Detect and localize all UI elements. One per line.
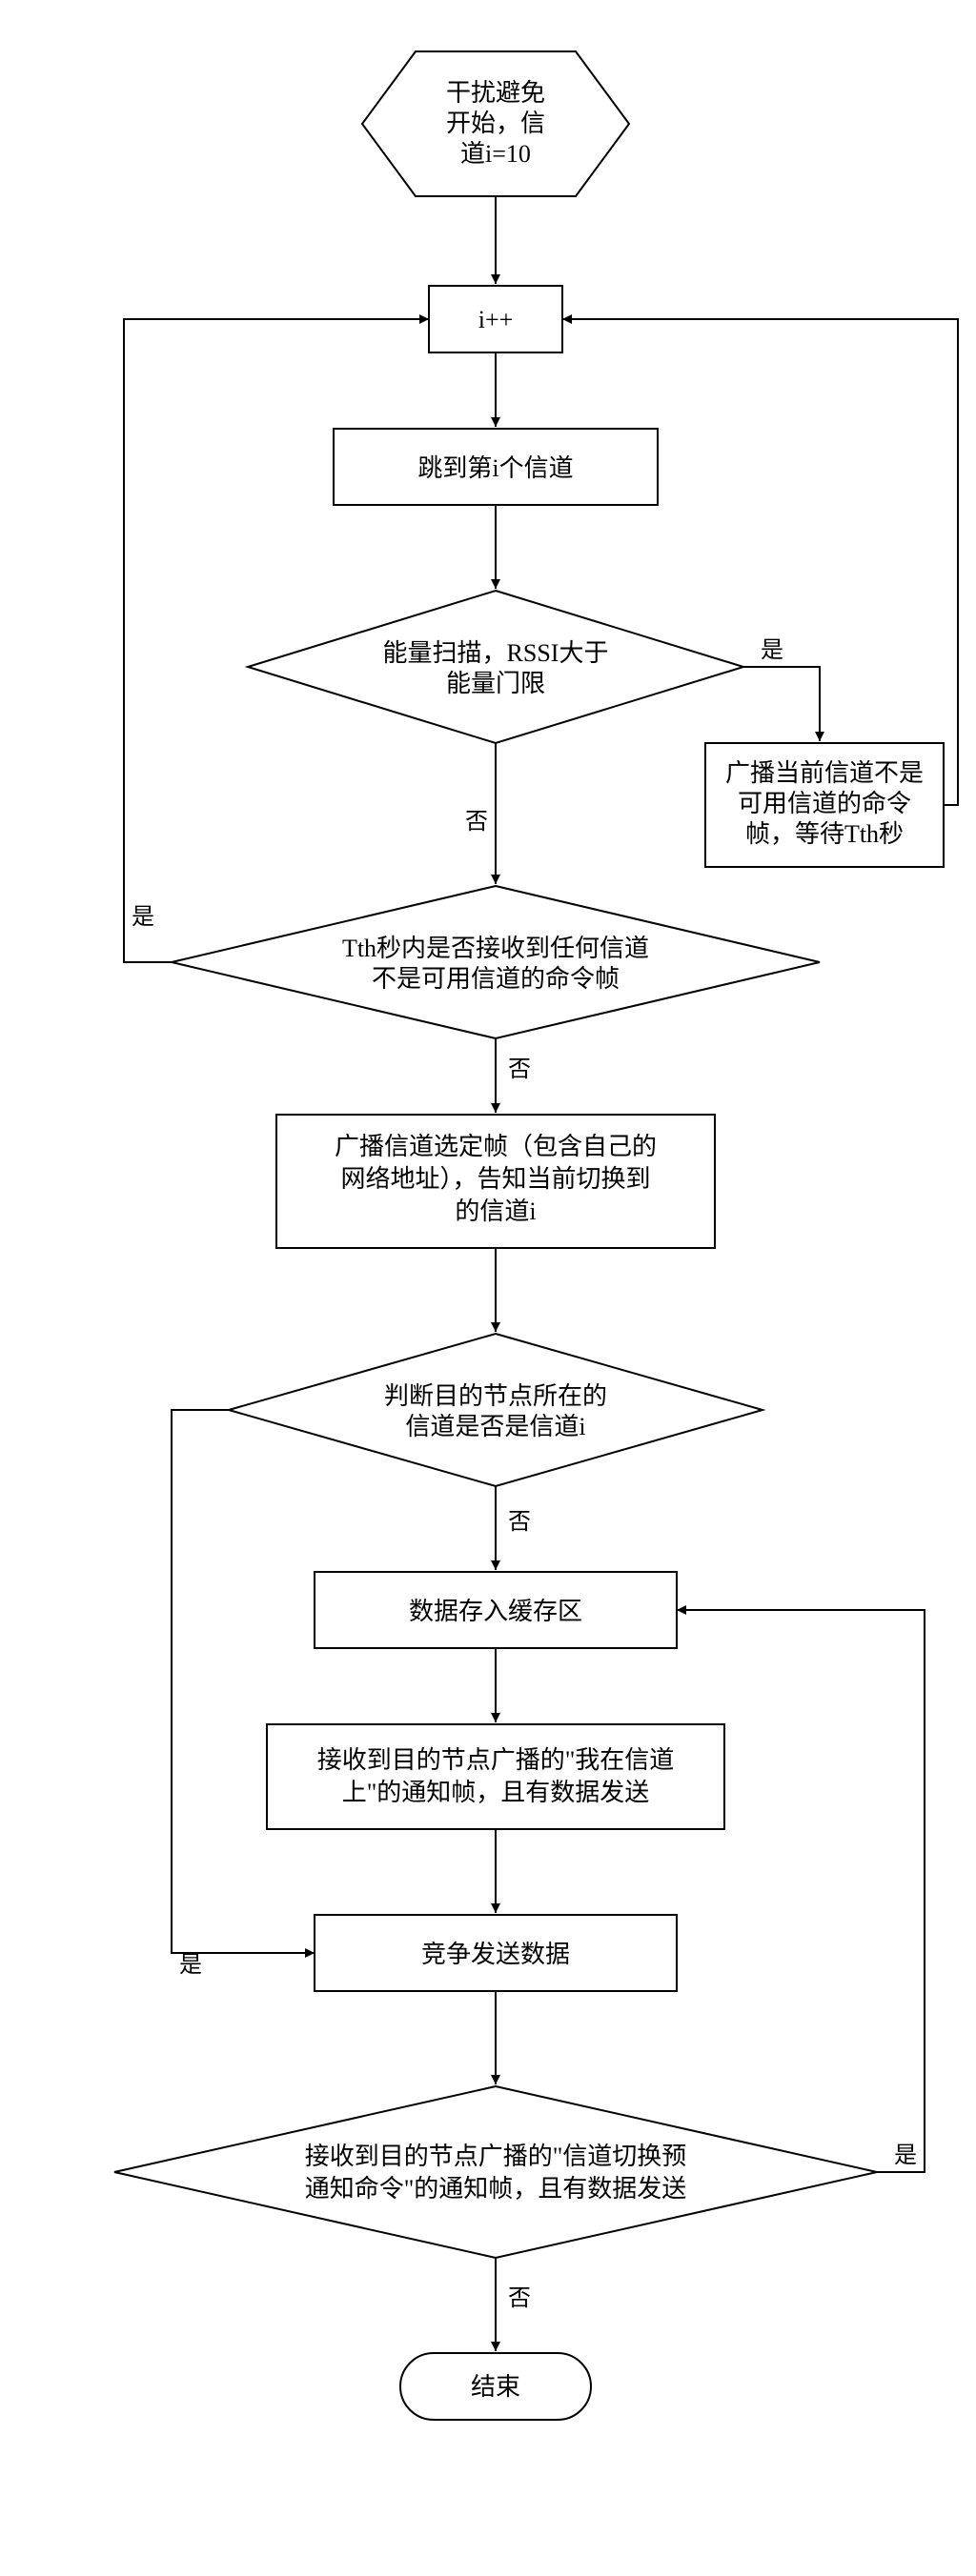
rn-text-2: 上"的通知帧，且有数据发送	[342, 1779, 650, 1806]
tth-no-label: 否	[508, 1057, 531, 1082]
recv-notify-box: 接收到目的节点广播的"我在信道 上"的通知帧，且有数据发送	[267, 1724, 724, 1829]
tth-decision: Tth秒内是否接收到任何信道 不是可用信道的命令帧	[172, 886, 820, 1038]
jump-text: 跳到第i个信道	[417, 454, 573, 482]
rssi-yes-label: 是	[761, 638, 783, 663]
bs-text-2: 网络地址），告知当前切换到	[340, 1165, 650, 1193]
bu-text-2: 可用信道的命令	[738, 790, 911, 817]
compete-text: 竞争发送数据	[421, 1941, 570, 1968]
ps-text-2: 通知命令"的通知帧，且有数据发送	[305, 2175, 687, 2203]
bu-text-1: 广播当前信道不是	[725, 759, 924, 787]
tth-text-1: Tth秒内是否接收到任何信道	[342, 935, 649, 962]
dest-decision: 判断目的节点所在的 信道是否是信道i	[229, 1334, 762, 1486]
rssi-no-label: 否	[465, 810, 488, 835]
increment-box: i++	[429, 286, 562, 352]
increment-text: i++	[478, 306, 514, 333]
dest-no-label: 否	[508, 1510, 531, 1535]
end-node: 结束	[400, 2353, 591, 2420]
bu-text-3: 帧，等待Tth秒	[745, 820, 904, 848]
end-text: 结束	[471, 2373, 520, 2401]
bs-text-1: 广播信道选定帧（包含自己的	[335, 1133, 657, 1160]
rn-text-1: 接收到目的节点广播的"我在信道	[317, 1746, 675, 1774]
start-text-1: 干扰避免	[446, 79, 545, 107]
bs-text-3: 的信道i	[455, 1197, 536, 1225]
ps-text-1: 接收到目的节点广播的"信道切换预	[305, 2143, 687, 2170]
compete-box: 竞争发送数据	[315, 1915, 677, 1991]
dest-text-1: 判断目的节点所在的	[384, 1382, 607, 1410]
dest-text-2: 信道是否是信道i	[405, 1413, 585, 1440]
rssi-text-2: 能量门限	[446, 670, 545, 697]
broadcast-unavail-box: 广播当前信道不是 可用信道的命令 帧，等待Tth秒	[705, 743, 944, 867]
tth-text-2: 不是可用信道的命令帧	[372, 965, 620, 993]
start-text-3: 道i=10	[460, 140, 531, 168]
preswitch-decision: 接收到目的节点广播的"信道切换预 通知命令"的通知帧，且有数据发送	[114, 2086, 877, 2258]
rssi-decision: 能量扫描，RSSI大于 能量门限	[248, 591, 743, 743]
broadcast-select-box: 广播信道选定帧（包含自己的 网络地址），告知当前切换到 的信道i	[276, 1115, 715, 1248]
cache-box: 数据存入缓存区	[315, 1572, 677, 1648]
cache-text: 数据存入缓存区	[409, 1598, 582, 1625]
start-node: 干扰避免 开始，信 道i=10	[362, 51, 629, 196]
tth-yes-label: 是	[132, 905, 154, 930]
dest-yes-label: 是	[179, 1953, 202, 1978]
ps-yes-label: 是	[894, 2143, 917, 2168]
rssi-text-1: 能量扫描，RSSI大于	[383, 639, 609, 667]
ps-no-label: 否	[508, 2286, 531, 2311]
jump-box: 跳到第i个信道	[334, 429, 658, 505]
start-text-2: 开始，信	[446, 110, 545, 137]
